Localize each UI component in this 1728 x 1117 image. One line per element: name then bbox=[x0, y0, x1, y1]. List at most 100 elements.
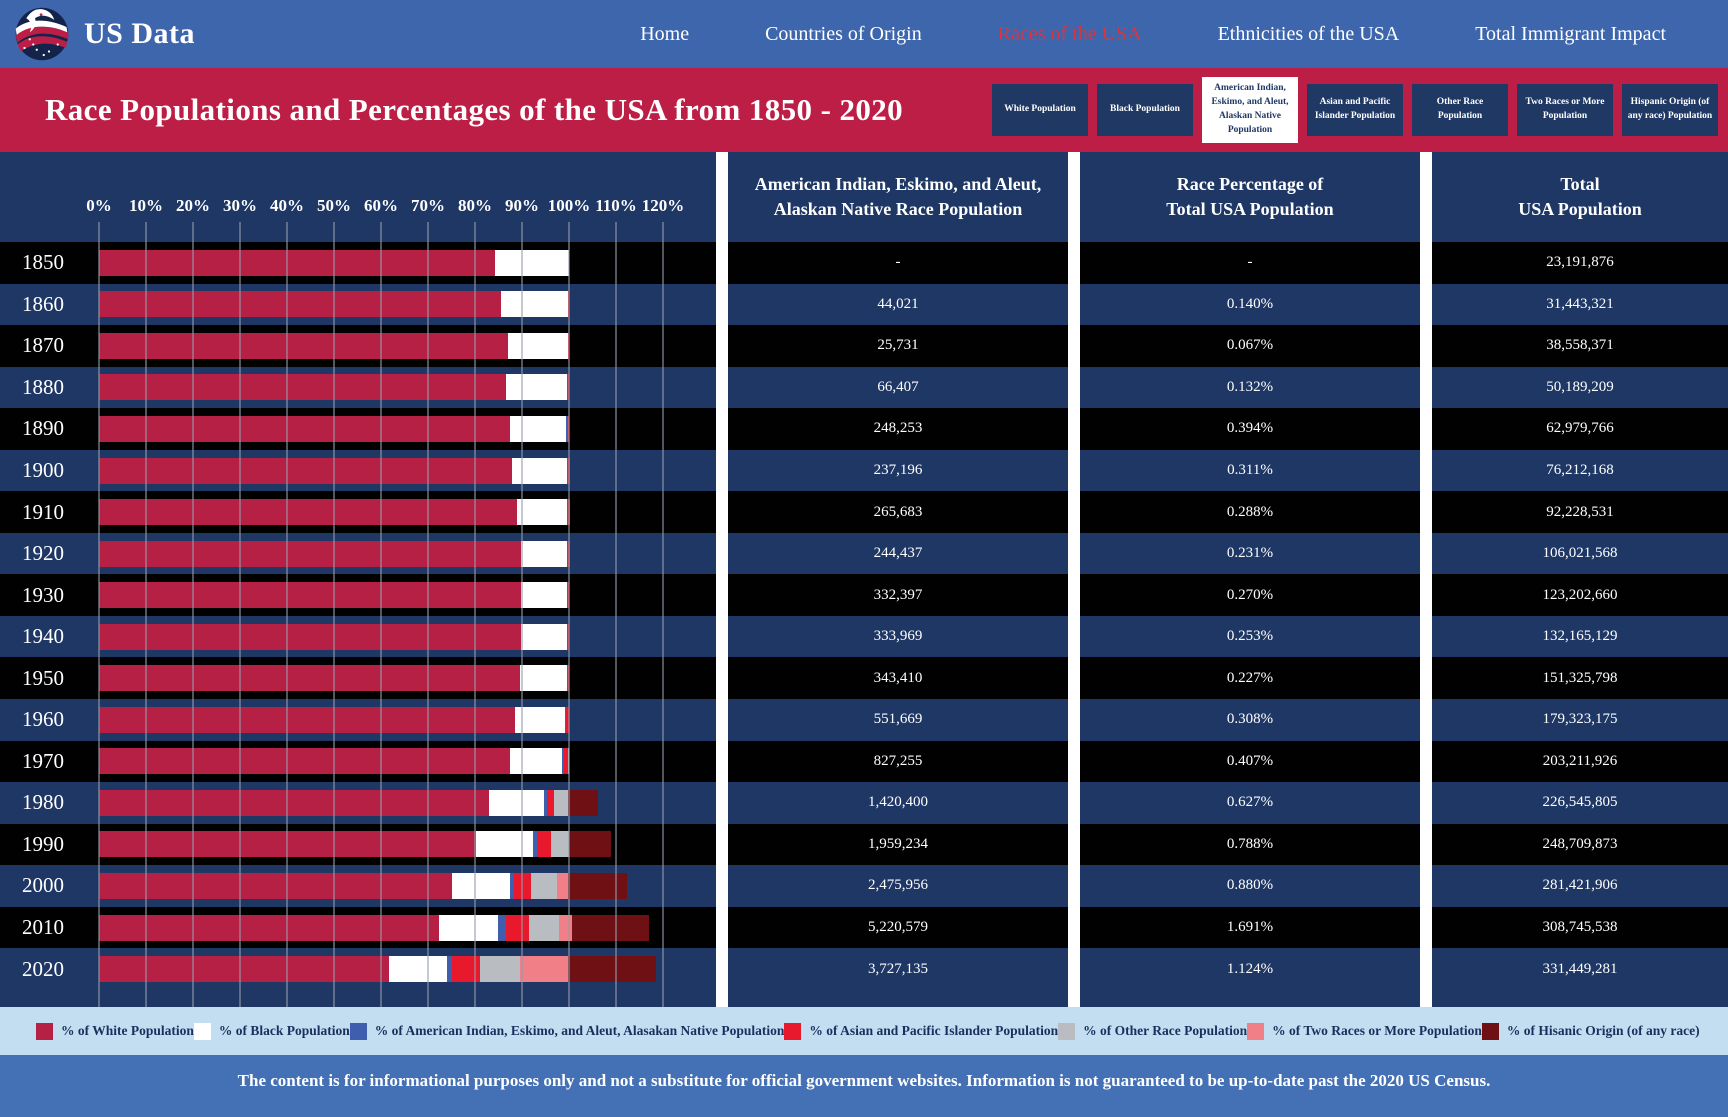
cell-total: 179,323,175 bbox=[1542, 711, 1618, 728]
bar-segment-of-asian-and-pacific-islander-population bbox=[568, 415, 569, 442]
stacked-bar bbox=[99, 748, 570, 775]
tab-american-indian-eskimo-and-aleut-alaskan[interactable]: American Indian, Eskimo, and Aleut, Alas… bbox=[1202, 77, 1298, 143]
bar-segment-of-asian-and-pacific-islander-population bbox=[536, 831, 551, 858]
tab-other-race-population[interactable]: Other Race Population bbox=[1412, 84, 1508, 136]
cell-total: 106,021,568 bbox=[1542, 545, 1618, 562]
chart-row: 1960 bbox=[0, 699, 716, 741]
x-axis-tick: 70% bbox=[411, 196, 445, 215]
table-row: 308,745,538 bbox=[1432, 906, 1728, 949]
cell-total: 76,212,168 bbox=[1546, 462, 1614, 478]
table-row: 1.691% bbox=[1080, 906, 1420, 949]
bar-segment-of-american-indian-eskimo-and-aleut-alas bbox=[544, 789, 548, 816]
column-total-population: Total USA Population 23,191,876 31,443,321 3… bbox=[1432, 152, 1728, 1007]
table-row: 248,709,873 bbox=[1432, 823, 1728, 866]
table-row: 0.067% bbox=[1080, 325, 1420, 367]
cell-total: 308,745,538 bbox=[1542, 919, 1618, 936]
table-row: 151,325,798 bbox=[1432, 657, 1728, 700]
bar-segment-of-white-population bbox=[99, 665, 520, 692]
cell-population: 551,669 bbox=[873, 711, 923, 728]
table-row: 0.231% bbox=[1080, 532, 1420, 575]
table-row: 31,443,321 bbox=[1432, 283, 1728, 326]
bar-segment-of-asian-and-pacific-islander-population bbox=[567, 582, 569, 609]
nav-link-ethnicities-of-the-usa[interactable]: Ethnicities of the USA bbox=[1217, 22, 1400, 45]
table-row: 106,021,568 bbox=[1432, 532, 1728, 575]
bar-segment-of-asian-and-pacific-islander-population bbox=[566, 706, 569, 733]
table-row: 0.132% bbox=[1080, 366, 1420, 409]
bar-segment-of-hisanic-origin-of-any-race bbox=[572, 914, 649, 941]
cell-total: 203,211,926 bbox=[1542, 752, 1618, 769]
bar-segment-of-black-population bbox=[516, 499, 568, 526]
nav-link-home[interactable]: Home bbox=[640, 22, 690, 45]
table-row: 0.880% bbox=[1080, 865, 1420, 907]
legend-label: % of Hisanic Origin (of any race) bbox=[1506, 1023, 1700, 1038]
x-axis-tick: 0% bbox=[86, 196, 112, 215]
table-row: 179,323,175 bbox=[1432, 699, 1728, 741]
nav-link-countries-of-origin[interactable]: Countries of Origin bbox=[765, 22, 922, 45]
legend-item-of-american-indian-eskimo-and-aleut-alas: % of American Indian, Eskimo, and Aleut,… bbox=[349, 1022, 784, 1040]
bar-segment-of-black-population bbox=[388, 956, 447, 983]
tab-white-population[interactable]: White Population bbox=[992, 84, 1088, 136]
column-header-population: American Indian, Eskimo, and Aleut, Alask… bbox=[728, 152, 1068, 242]
cell-total: 281,421,906 bbox=[1542, 877, 1618, 894]
bar-segment-of-white-population bbox=[99, 623, 522, 650]
bar-segment-of-black-population bbox=[439, 914, 499, 941]
x-axis-tick: 90% bbox=[505, 196, 539, 215]
stacked-bar bbox=[99, 831, 612, 858]
cell-percent: - bbox=[1247, 254, 1253, 271]
bar-segment-of-asian-and-pacific-islander-population bbox=[513, 872, 532, 899]
cell-percent: 0.132% bbox=[1226, 378, 1274, 395]
chart-row: 1990 bbox=[0, 823, 716, 866]
bar-segment-of-white-population bbox=[99, 914, 440, 941]
table-row: 5,220,579 bbox=[728, 906, 1068, 949]
nav-link-races-of-the-usa[interactable]: Races of the USA bbox=[997, 22, 1142, 45]
main-content: 0% 10% 20% 30% 40% 50% 60% 70% 80% 90% 100% 110% 120… bbox=[0, 152, 1728, 1007]
tab-asian-and-pacific-islander-population[interactable]: Asian and Pacific Islander Population bbox=[1307, 84, 1403, 136]
table-row: 551,669 bbox=[728, 699, 1068, 741]
bar-segment-of-asian-and-pacific-islander-population bbox=[567, 665, 569, 692]
cell-population: 66,407 bbox=[877, 378, 919, 395]
bar-segment-of-american-indian-eskimo-and-aleut-alas bbox=[567, 540, 569, 567]
cell-population: 2,475,956 bbox=[868, 877, 928, 894]
chart-row: 1940 bbox=[0, 615, 716, 658]
stacked-bar bbox=[99, 332, 570, 359]
bar-segment-of-black-population bbox=[501, 291, 568, 318]
year-label: 1950 bbox=[22, 665, 64, 690]
bar-segment-of-black-population bbox=[495, 249, 569, 276]
bar-segment-of-black-population bbox=[510, 748, 563, 775]
column-header-total: Total USA Population bbox=[1432, 152, 1728, 242]
year-label: 1960 bbox=[22, 707, 64, 732]
brand-title: US Data bbox=[84, 17, 196, 50]
column-race-population: American Indian, Eskimo, and Aleut, Alask… bbox=[728, 152, 1068, 1007]
table-row: 0.288% bbox=[1080, 491, 1420, 533]
cell-total: 38,558,371 bbox=[1546, 337, 1614, 354]
table-row: 203,211,926 bbox=[1432, 740, 1728, 783]
bar-segment-of-asian-and-pacific-islander-population bbox=[568, 540, 570, 567]
bar-segment-of-black-population bbox=[505, 374, 568, 401]
nav-link-total-immigrant-impact[interactable]: Total Immigrant Impact bbox=[1475, 22, 1666, 45]
chart-row: 1950 bbox=[0, 657, 716, 700]
table-row: 1,959,234 bbox=[728, 823, 1068, 866]
chart-legend: % of White Population % of Black Populati… bbox=[0, 1007, 1728, 1055]
table-row: 0.788% bbox=[1080, 823, 1420, 866]
bar-segment-of-two-races-or-more-population bbox=[557, 872, 569, 899]
stacked-bar bbox=[99, 457, 570, 484]
cell-population: 343,410 bbox=[873, 669, 923, 686]
x-axis-tick: 60% bbox=[364, 196, 398, 215]
cell-population: 44,021 bbox=[877, 295, 919, 312]
stacked-bar bbox=[99, 623, 570, 650]
bar-segment-of-american-indian-eskimo-and-aleut-alas bbox=[566, 665, 568, 692]
x-axis-tick: 10% bbox=[129, 196, 163, 215]
tab-black-population[interactable]: Black Population bbox=[1097, 84, 1193, 136]
bar-segment-of-white-population bbox=[99, 457, 513, 484]
bar-segment-of-other-race-population bbox=[550, 831, 569, 858]
legend-label: % of Two Races or More Population bbox=[1272, 1023, 1482, 1038]
cell-percent: 0.880% bbox=[1226, 877, 1274, 894]
tab-hispanic-origin-of-any-race-population[interactable]: Hispanic Origin (of any race) Population bbox=[1622, 84, 1718, 136]
cell-percent: 0.067% bbox=[1226, 337, 1274, 354]
cell-population: 237,196 bbox=[873, 462, 923, 478]
bar-segment-of-american-indian-eskimo-and-aleut-alas bbox=[562, 748, 565, 775]
legend-swatch bbox=[193, 1022, 211, 1040]
cell-percent: 1.124% bbox=[1226, 960, 1274, 977]
tab-two-races-or-more-population[interactable]: Two Races or More Population bbox=[1517, 84, 1613, 136]
bar-segment-of-american-indian-eskimo-and-aleut-alas bbox=[567, 374, 568, 401]
